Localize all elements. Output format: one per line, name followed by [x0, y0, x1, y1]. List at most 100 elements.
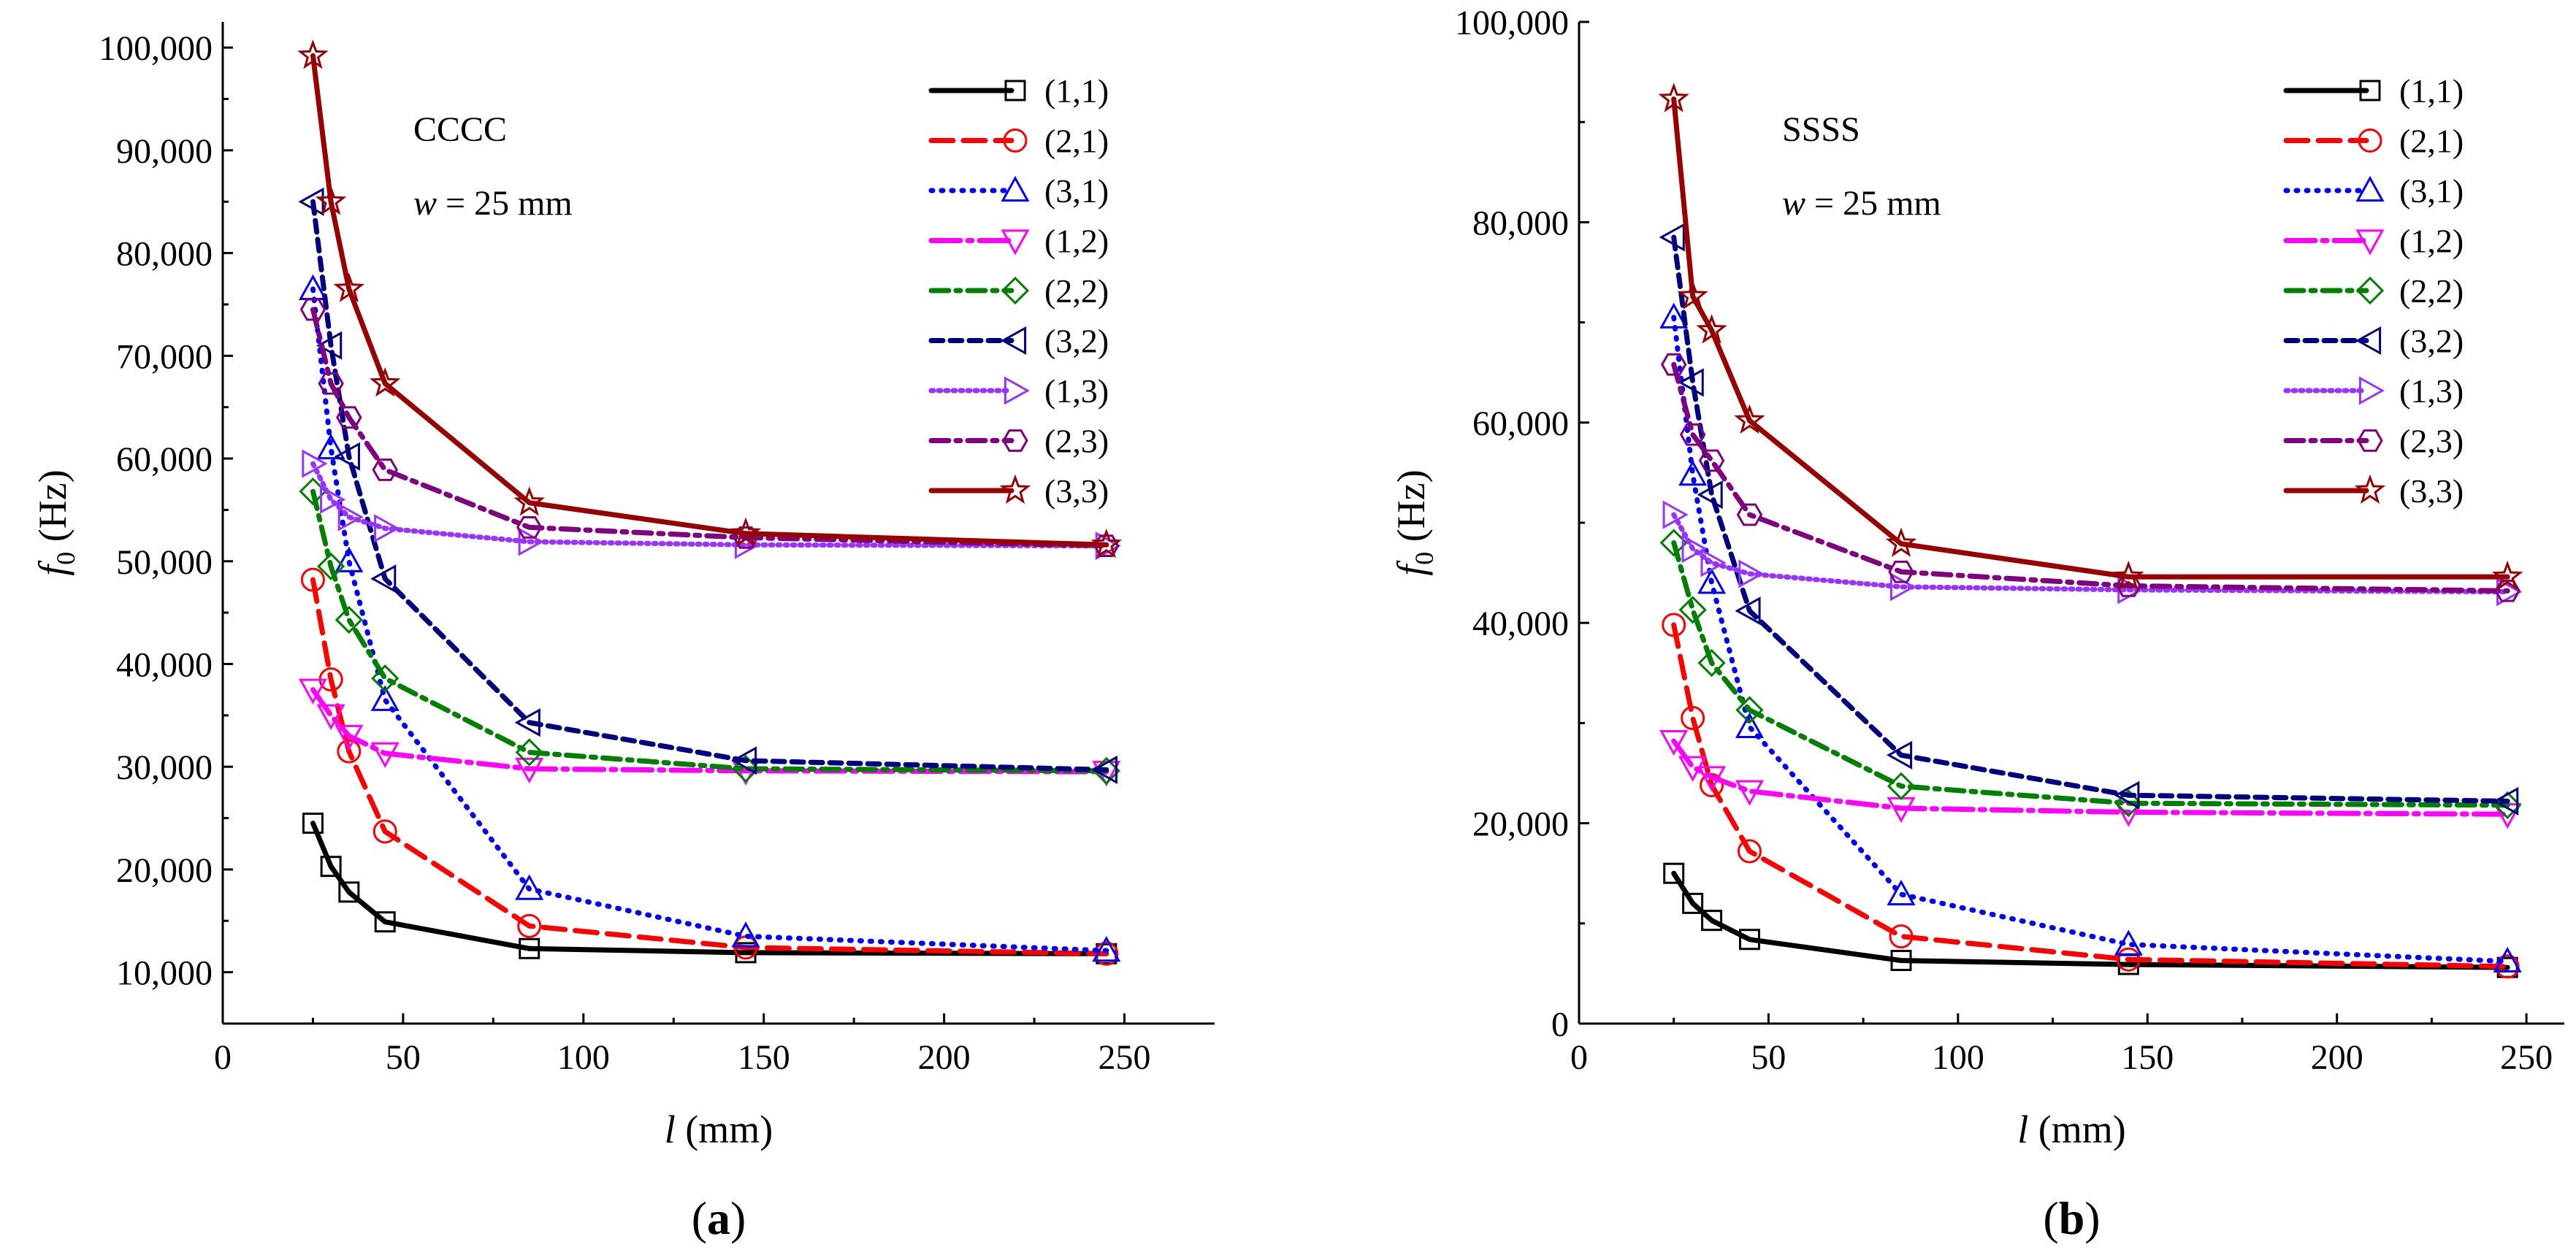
data-point [320, 485, 346, 514]
data-point [2493, 946, 2522, 973]
series-2-3 [299, 298, 1120, 558]
legend-marker [2355, 276, 2385, 305]
y-tick-label: 70,000 [116, 337, 213, 376]
y-tick-label: 20,000 [116, 851, 213, 890]
series-2-1 [1662, 613, 2520, 979]
data-point [1735, 712, 1765, 738]
legend-marker [1004, 376, 1031, 405]
data-point [316, 433, 345, 460]
series-line [1671, 361, 2510, 594]
x-axis-unit: (mm) [2028, 1108, 2125, 1151]
data-point [1700, 548, 1727, 577]
x-axis-variable: l [665, 1108, 676, 1151]
series-1-2 [298, 678, 1121, 787]
data-point [730, 517, 762, 547]
series-1-3 [1662, 500, 2523, 607]
legend-marker [2354, 474, 2386, 504]
data-point [1697, 766, 1727, 792]
x-tick-label: 250 [1098, 1038, 1151, 1077]
data-point [1659, 302, 1689, 329]
width-annotation: w = 25 mm [1782, 184, 1941, 223]
legend-marker [1002, 429, 1028, 452]
legend-marker [1001, 276, 1030, 305]
data-point [338, 881, 360, 903]
width-value: = 25 mm [1805, 184, 1941, 223]
y-axis-subscript: 0 [51, 552, 80, 565]
legend-entry: (2,3) [2399, 423, 2464, 460]
data-point [733, 526, 759, 549]
panel-label-letter: b [2059, 1192, 2085, 1244]
data-point [2113, 560, 2144, 591]
data-point [316, 704, 345, 730]
legend-entry: (1,1) [2399, 72, 2464, 110]
width-annotation: w = 25 mm [413, 184, 573, 223]
y-tick-label: 80,000 [1472, 204, 1569, 242]
y-tick-label: 100,000 [99, 29, 213, 68]
data-point [1662, 500, 1689, 529]
data-point [2114, 929, 2143, 956]
x-tick-label: 50 [1751, 1038, 1786, 1077]
data-point [371, 664, 400, 693]
condition-label: CCCC [413, 110, 507, 149]
series-3-1 [1659, 302, 2522, 973]
y-axis-title: f0 (Hz) [31, 469, 80, 575]
data-point [1677, 280, 1708, 310]
data-point [302, 813, 324, 834]
series-1-2 [1659, 729, 2522, 829]
data-point [1697, 568, 1727, 594]
series-line [1671, 96, 2510, 580]
y-axis-subscript: 0 [1410, 552, 1439, 565]
data-point [1735, 696, 1764, 724]
data-point [374, 911, 396, 933]
series-line [310, 821, 1109, 956]
legend-entry: (2,2) [2399, 272, 2464, 310]
data-point [315, 185, 347, 215]
data-point [2493, 791, 2522, 820]
y-tick-label: 40,000 [1472, 605, 1569, 643]
data-point [1887, 772, 1916, 800]
legend-marker [2359, 80, 2381, 101]
series-2-2 [299, 477, 1120, 785]
data-point [518, 527, 544, 556]
data-point [1890, 950, 1912, 972]
panel-label-open: ( [692, 1192, 707, 1244]
data-point [1094, 941, 1119, 966]
data-point [1735, 596, 1761, 626]
legend-entry: (2,3) [1044, 423, 1109, 460]
width-variable: w [1782, 184, 1805, 223]
panel-label-letter: a [707, 1192, 730, 1244]
data-point [1701, 910, 1723, 932]
data-point [1887, 879, 1916, 906]
legend-marker [1003, 128, 1028, 153]
legend-entry: (1,2) [1044, 223, 1109, 260]
data-point [515, 738, 543, 767]
legend-entry: (1,3) [1044, 372, 1109, 410]
series-3-2 [1659, 223, 2519, 815]
series-3-3 [297, 39, 1123, 559]
data-point [1888, 560, 1914, 583]
data-point [1678, 756, 1708, 782]
data-point [1090, 528, 1123, 559]
y-tick-label: 50,000 [116, 543, 213, 582]
data-point [515, 874, 544, 900]
data-point [1738, 929, 1760, 951]
series-line [1671, 622, 2510, 970]
legend-entry: (3,3) [2399, 472, 2464, 510]
x-tick-label: 150 [738, 1038, 790, 1077]
data-point [317, 552, 345, 580]
data-point [1738, 559, 1765, 588]
data-point [337, 739, 362, 764]
data-point [2116, 947, 2141, 972]
y-axis-unit: (Hz) [1389, 469, 1433, 551]
y-tick-label: 20,000 [1472, 805, 1569, 844]
series-3-3 [1658, 82, 2523, 591]
y-tick-label: 40,000 [116, 645, 213, 684]
data-point [1660, 353, 1687, 376]
panel-label-close: ) [730, 1192, 746, 1244]
x-tick-label: 50 [386, 1038, 421, 1077]
data-point [297, 39, 329, 69]
data-point [1663, 862, 1685, 884]
data-point [1889, 924, 1914, 949]
series-line [310, 199, 1109, 772]
legend: (1,1) (2,1) (3,1) (1,2) (2,2) (3,2) (1,3) (2,3)… [928, 72, 1109, 510]
